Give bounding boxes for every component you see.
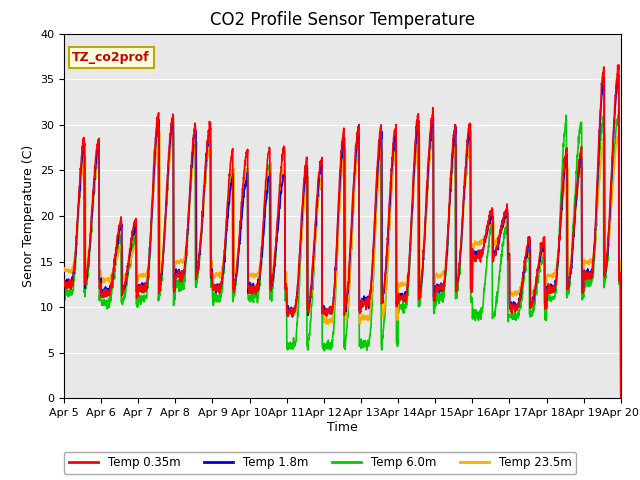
Temp 23.5m: [169, 128, 177, 133]
Temp 6.0m: [60, 292, 68, 298]
Temp 1.8m: [358, 299, 366, 305]
Temp 6.0m: [617, 396, 625, 402]
Temp 0.35m: [615, 62, 623, 68]
Temp 0.35m: [504, 256, 512, 262]
Temp 23.5m: [359, 314, 367, 320]
Temp 23.5m: [584, 258, 591, 264]
Y-axis label: Senor Temperature (C): Senor Temperature (C): [22, 145, 35, 287]
Line: Temp 23.5m: Temp 23.5m: [64, 131, 621, 400]
Temp 6.0m: [371, 245, 378, 251]
Temp 1.8m: [617, 393, 625, 399]
Text: TZ_co2prof: TZ_co2prof: [72, 51, 150, 64]
Line: Temp 0.35m: Temp 0.35m: [64, 65, 621, 401]
Temp 23.5m: [617, 397, 625, 403]
Temp 0.35m: [216, 290, 223, 296]
Temp 1.8m: [216, 285, 223, 290]
Temp 6.0m: [358, 344, 366, 349]
Line: Temp 6.0m: Temp 6.0m: [64, 114, 621, 399]
Temp 0.35m: [568, 256, 575, 262]
Temp 0.35m: [358, 303, 366, 309]
X-axis label: Time: Time: [327, 421, 358, 434]
Line: Temp 1.8m: Temp 1.8m: [64, 75, 621, 396]
Temp 1.8m: [504, 252, 512, 258]
Temp 6.0m: [504, 314, 512, 320]
Temp 0.35m: [617, 398, 625, 404]
Temp 1.8m: [583, 275, 591, 281]
Temp 1.8m: [568, 265, 575, 271]
Temp 0.35m: [60, 277, 68, 283]
Temp 6.0m: [216, 293, 223, 299]
Title: CO2 Profile Sensor Temperature: CO2 Profile Sensor Temperature: [210, 11, 475, 29]
Temp 23.5m: [60, 267, 68, 273]
Temp 23.5m: [568, 255, 575, 261]
Temp 6.0m: [614, 111, 622, 117]
Temp 23.5m: [371, 241, 379, 247]
Temp 1.8m: [615, 72, 623, 78]
Temp 1.8m: [60, 277, 68, 283]
Temp 23.5m: [504, 239, 512, 244]
Temp 1.8m: [371, 226, 378, 231]
Temp 23.5m: [216, 272, 223, 277]
Temp 0.35m: [583, 273, 591, 278]
Temp 0.35m: [371, 219, 378, 225]
Temp 6.0m: [568, 257, 575, 263]
Temp 6.0m: [583, 276, 591, 282]
Legend: Temp 0.35m, Temp 1.8m, Temp 6.0m, Temp 23.5m: Temp 0.35m, Temp 1.8m, Temp 6.0m, Temp 2…: [64, 452, 576, 474]
